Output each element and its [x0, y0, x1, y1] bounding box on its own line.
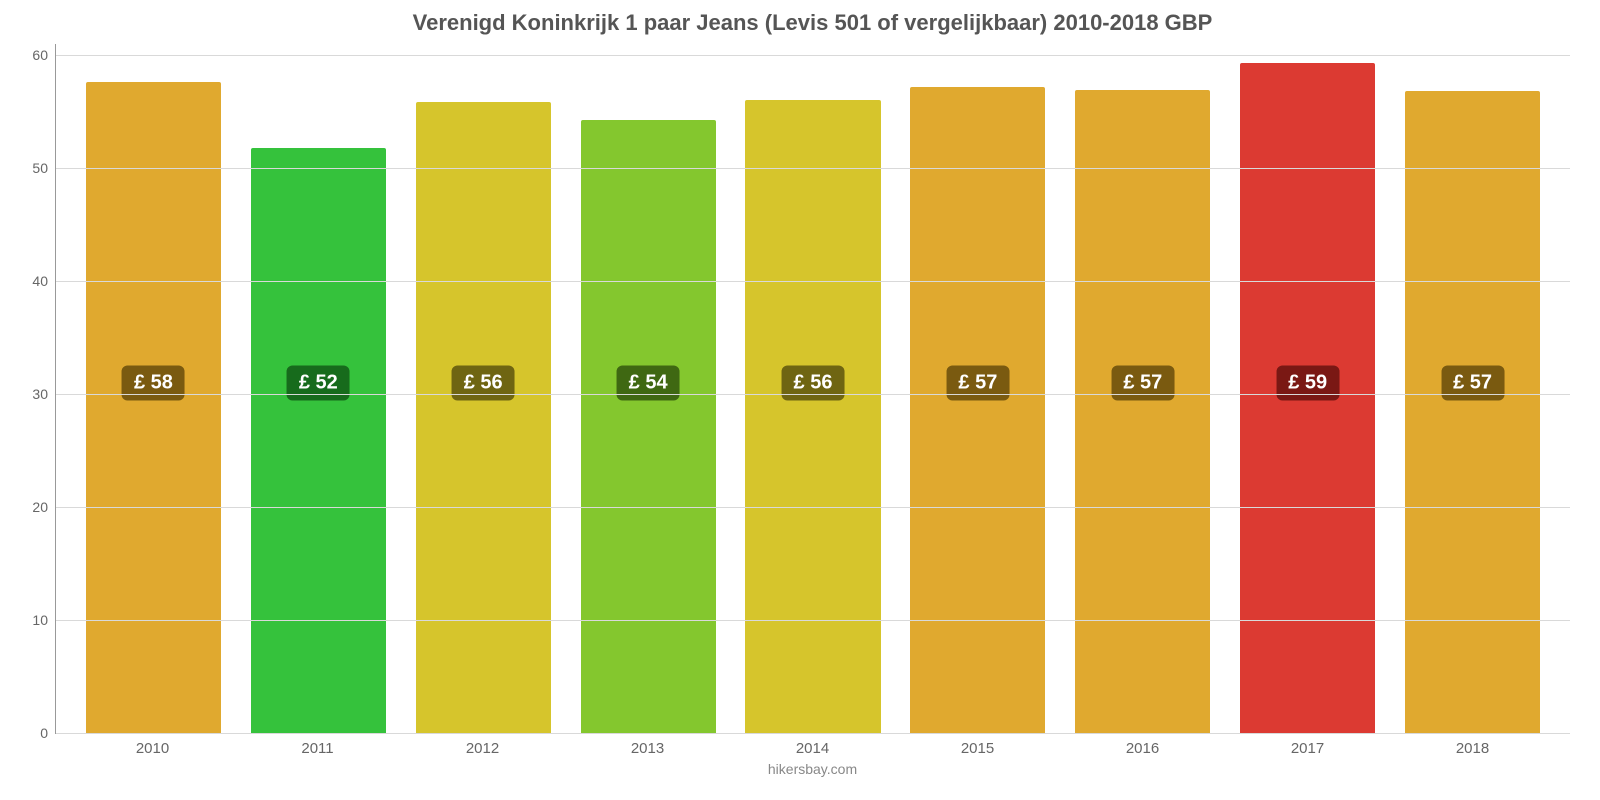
bar [1075, 90, 1210, 733]
gridline [56, 281, 1570, 282]
bar [416, 102, 551, 733]
x-tick-label: 2015 [895, 740, 1060, 757]
bar [251, 148, 386, 733]
bar [581, 120, 716, 733]
y-tick-label: 0 [40, 725, 48, 741]
x-tick-label: 2014 [730, 740, 895, 757]
bar [910, 87, 1045, 733]
bar-slot: £ 59 [1225, 44, 1390, 733]
gridline [56, 394, 1570, 395]
y-tick-label: 50 [32, 160, 48, 176]
bar-slot: £ 57 [895, 44, 1060, 733]
y-tick-label: 30 [32, 386, 48, 402]
bar-slot: £ 58 [71, 44, 236, 733]
x-tick-label: 2016 [1060, 740, 1225, 757]
y-tick-label: 60 [32, 47, 48, 63]
bar [745, 100, 880, 733]
gridline [56, 55, 1570, 56]
plot-area: £ 58£ 52£ 56£ 54£ 56£ 57£ 57£ 59£ 57 010… [55, 44, 1570, 734]
x-tick-label: 2011 [235, 740, 400, 757]
gridline [56, 733, 1570, 734]
x-tick-label: 2013 [565, 740, 730, 757]
bars-group: £ 58£ 52£ 56£ 54£ 56£ 57£ 57£ 59£ 57 [56, 44, 1570, 733]
y-tick-label: 40 [32, 273, 48, 289]
bar [1405, 91, 1540, 733]
x-tick-label: 2010 [70, 740, 235, 757]
gridline [56, 168, 1570, 169]
y-tick-label: 10 [32, 612, 48, 628]
bar [86, 82, 221, 733]
x-tick-label: 2017 [1225, 740, 1390, 757]
bar-slot: £ 57 [1390, 44, 1555, 733]
x-tick-label: 2018 [1390, 740, 1555, 757]
chart-title: Verenigd Koninkrijk 1 paar Jeans (Levis … [55, 10, 1570, 36]
x-tick-label: 2012 [400, 740, 565, 757]
source-label: hikersbay.com [55, 761, 1570, 777]
gridline [56, 620, 1570, 621]
x-axis-labels: 201020112012201320142015201620172018 [55, 734, 1570, 757]
chart-container: Verenigd Koninkrijk 1 paar Jeans (Levis … [0, 0, 1600, 800]
bar-slot: £ 57 [1060, 44, 1225, 733]
bar-slot: £ 56 [731, 44, 896, 733]
gridline [56, 507, 1570, 508]
bar-slot: £ 56 [401, 44, 566, 733]
y-tick-label: 20 [32, 499, 48, 515]
bar-slot: £ 52 [236, 44, 401, 733]
bar-slot: £ 54 [566, 44, 731, 733]
